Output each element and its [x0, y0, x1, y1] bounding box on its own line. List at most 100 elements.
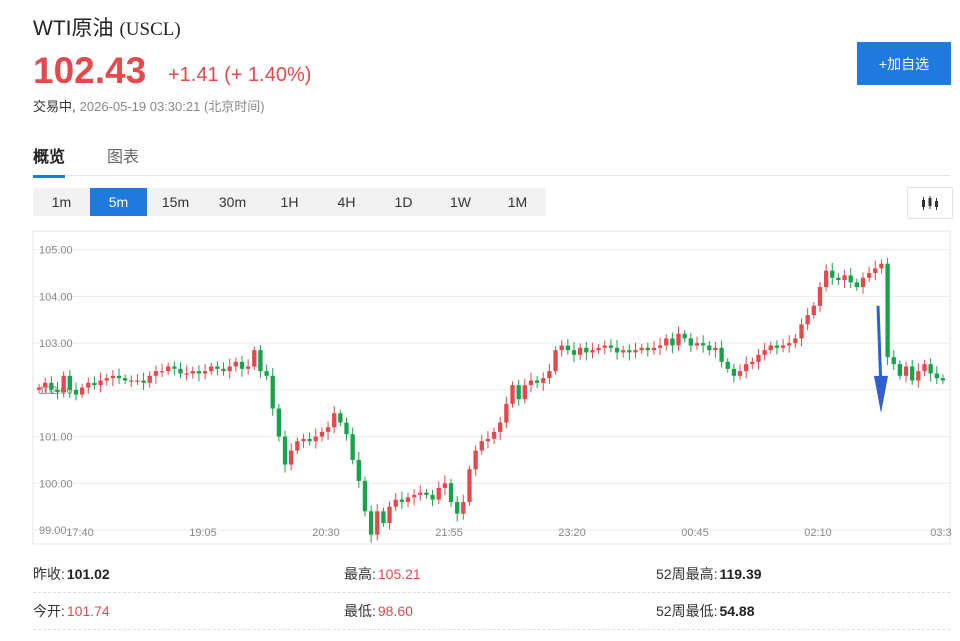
- candle: [92, 376, 97, 390]
- candle: [657, 337, 663, 356]
- stats-row: 昨收: 101.02 最高: 105.21 52周最高: 119.39: [33, 556, 950, 593]
- tab-bar: 概览 图表: [33, 141, 950, 178]
- candle: [264, 364, 269, 381]
- candle: [639, 344, 644, 354]
- candle: [338, 409, 343, 427]
- candle: [270, 367, 275, 416]
- prev-close: 昨收: 101.02: [33, 564, 110, 584]
- interval-1d[interactable]: 1D: [394, 194, 413, 210]
- wk52-low-value: 54.88: [719, 603, 755, 619]
- candle: [590, 342, 595, 359]
- x-tick-label: 02:10: [804, 527, 832, 539]
- candle: [903, 361, 909, 383]
- interval-1w[interactable]: 1W: [450, 194, 471, 210]
- candle: [411, 489, 417, 506]
- candle: [141, 372, 146, 391]
- stats-row: 今开: 101.74 最低: 98.60 52周最低: 54.88: [33, 593, 950, 630]
- open-value: 101.74: [66, 603, 110, 619]
- candle: [73, 382, 79, 401]
- candle: [811, 302, 816, 319]
- candle: [682, 330, 687, 343]
- candle: [436, 481, 441, 505]
- candle: [897, 360, 903, 380]
- day-high: 最高: 105.21: [344, 564, 421, 584]
- candle: [116, 368, 122, 384]
- wk52-high-value: 119.39: [719, 566, 762, 582]
- y-tick-label: 105.00: [39, 245, 73, 257]
- candle: [916, 363, 921, 388]
- candle: [830, 262, 835, 285]
- interval-30m[interactable]: 30m: [218, 194, 247, 210]
- candle: [559, 340, 564, 357]
- candle: [135, 373, 140, 385]
- candle: [332, 405, 337, 434]
- candle: [584, 341, 589, 361]
- candle: [664, 334, 669, 351]
- candle: [239, 355, 245, 377]
- interval-5m[interactable]: 5m: [90, 188, 147, 216]
- candle: [879, 259, 884, 274]
- candle: [787, 335, 792, 353]
- candle: [553, 346, 558, 375]
- candle: [731, 363, 737, 383]
- candle: [891, 349, 896, 370]
- candle: [184, 365, 189, 381]
- candle: [159, 363, 165, 377]
- candle: [86, 377, 91, 395]
- candle: [768, 341, 773, 354]
- candle: [448, 478, 454, 508]
- candle: [215, 361, 220, 376]
- grid-lines: [33, 249, 950, 531]
- interval-15m[interactable]: 15m: [161, 194, 190, 210]
- candle: [860, 272, 866, 294]
- candle: [405, 492, 411, 508]
- interval-selector: 1m 5m 15m 30m 1H 4H 1D 1W 1M: [33, 188, 546, 216]
- instrument-name: WTI原油: [33, 17, 114, 40]
- interval-1h[interactable]: 1H: [280, 194, 299, 210]
- candle: [325, 421, 331, 440]
- prev-close-label: 昨收:: [33, 566, 65, 582]
- candle: [854, 278, 859, 291]
- candle: [375, 504, 380, 541]
- candle: [301, 433, 306, 448]
- candle: [651, 341, 657, 355]
- candle: [399, 491, 404, 510]
- candle: [633, 342, 638, 359]
- candle: [307, 432, 312, 446]
- x-axis: 17:40 19:05 20:30 21:55 23:20 00:45 02:10 03:3: [66, 527, 951, 539]
- x-tick-label: 17:40: [66, 527, 94, 539]
- candle: [350, 427, 355, 465]
- tab-chart[interactable]: 图表: [107, 149, 140, 166]
- candle: [780, 338, 786, 353]
- y-axis: 105.00104.00103.00102.00101.00100.0099.0…: [39, 245, 73, 537]
- interval-1mo[interactable]: 1M: [507, 194, 528, 210]
- candle: [485, 430, 491, 449]
- candle: [922, 359, 927, 377]
- candle: [362, 476, 368, 517]
- candle: [719, 340, 724, 368]
- candle: [123, 374, 128, 385]
- candle: [245, 359, 251, 375]
- stats-panel: 昨收: 101.02 最高: 105.21 52周最高: 119.39 今开: 101.…: [33, 556, 950, 630]
- candle: [928, 358, 933, 382]
- interval-4h[interactable]: 4H: [337, 194, 356, 210]
- open-price: 今开: 101.74: [33, 601, 110, 621]
- candle: [43, 377, 48, 395]
- candle: [98, 372, 103, 393]
- tab-overview[interactable]: 概览: [33, 143, 66, 178]
- add-watchlist-button[interactable]: +加自选: [857, 42, 951, 85]
- y-tick-label: 103.00: [39, 338, 73, 350]
- candle: [110, 369, 116, 387]
- candle: [571, 342, 577, 363]
- x-tick-label: 21:55: [435, 527, 463, 539]
- candle: [455, 496, 460, 522]
- candle: [252, 346, 257, 371]
- y-tick-label: 100.00: [39, 478, 73, 490]
- day-low-label: 最低:: [344, 603, 376, 619]
- interval-1m[interactable]: 1m: [51, 194, 72, 210]
- candle: [700, 335, 706, 353]
- chart-type-toggle[interactable]: [907, 187, 953, 219]
- candle: [387, 501, 392, 530]
- candle: [344, 417, 349, 441]
- candlestick-icon: [922, 196, 938, 210]
